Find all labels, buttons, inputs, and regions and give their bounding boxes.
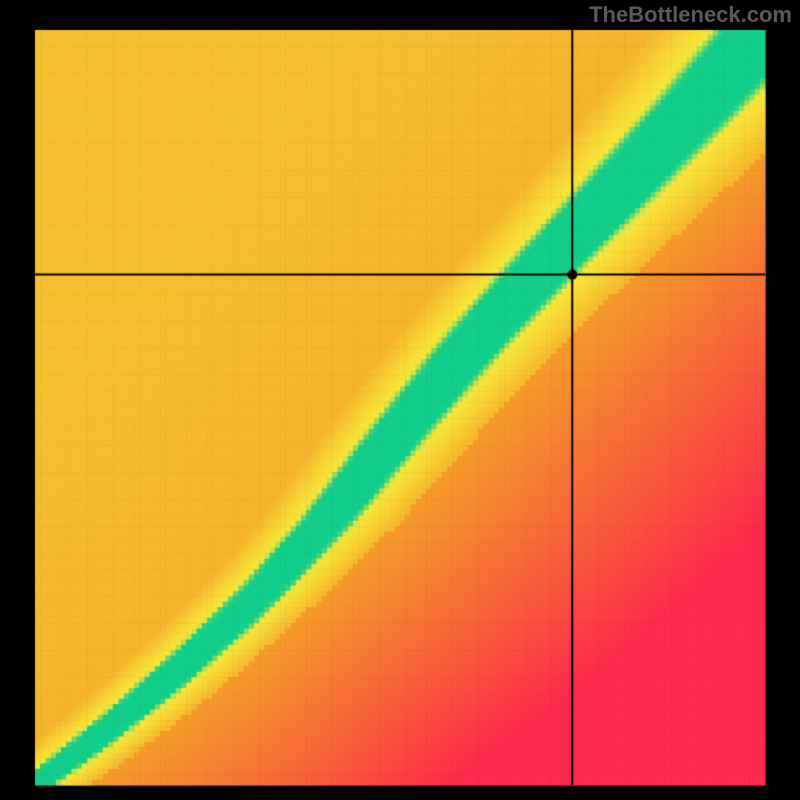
watermark-text: TheBottleneck.com [589, 2, 792, 28]
chart-container: TheBottleneck.com [0, 0, 800, 800]
bottleneck-heatmap [0, 0, 800, 800]
